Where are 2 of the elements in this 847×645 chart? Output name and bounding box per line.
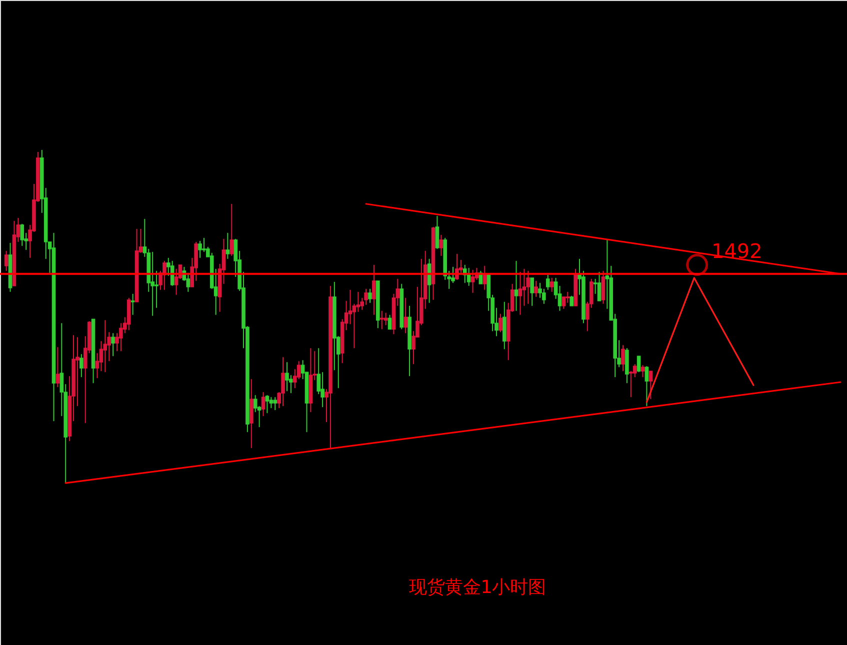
annotation: 1492	[711, 238, 762, 263]
text: 现货黄金1小时图	[408, 577, 546, 598]
